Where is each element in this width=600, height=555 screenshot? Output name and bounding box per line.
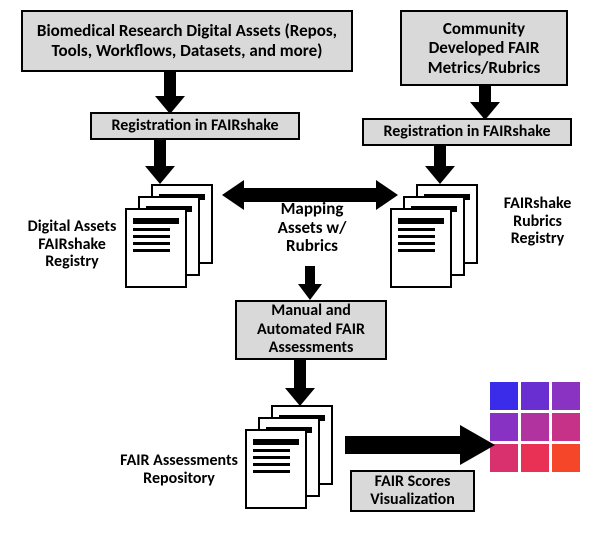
heatmap-cell: [521, 413, 549, 441]
heatmap-cell: [521, 382, 549, 410]
box-registration-right: Registration in FAIRshake: [362, 118, 572, 146]
docstack-assessments-repo: [245, 405, 345, 505]
heatmap-grid: [490, 382, 580, 472]
box-community-rubrics: Community Developed FAIR Metrics/Rubrics: [400, 10, 568, 86]
box-registration-left: Registration in FAIRshake: [90, 112, 300, 140]
box-assets-sources: Biomedical Research Digital Assets (Repo…: [21, 10, 353, 72]
heatmap-cell: [490, 413, 518, 441]
docstack-assets-registry: [125, 184, 225, 284]
box-assessments: Manual and Automated FAIR Assessments: [235, 300, 387, 360]
docstack-rubrics-registry: [390, 184, 490, 284]
label-assets-registry: Digital Assets FAIRshake Registry: [18, 218, 126, 271]
heatmap-cell: [490, 444, 518, 472]
heatmap-cell: [552, 413, 580, 441]
label-assessments-repo: FAIR Assessments Repository: [118, 452, 240, 487]
heatmap-cell: [552, 444, 580, 472]
heatmap-cell: [552, 382, 580, 410]
label-rubrics-registry: FAIRshake Rubrics Registry: [490, 195, 585, 248]
heatmap-cell: [490, 382, 518, 410]
box-visualization: FAIR Scores Visualization: [350, 470, 475, 512]
heatmap-cell: [521, 444, 549, 472]
label-mapping: Mapping Assets w/ Rubrics: [262, 200, 362, 256]
